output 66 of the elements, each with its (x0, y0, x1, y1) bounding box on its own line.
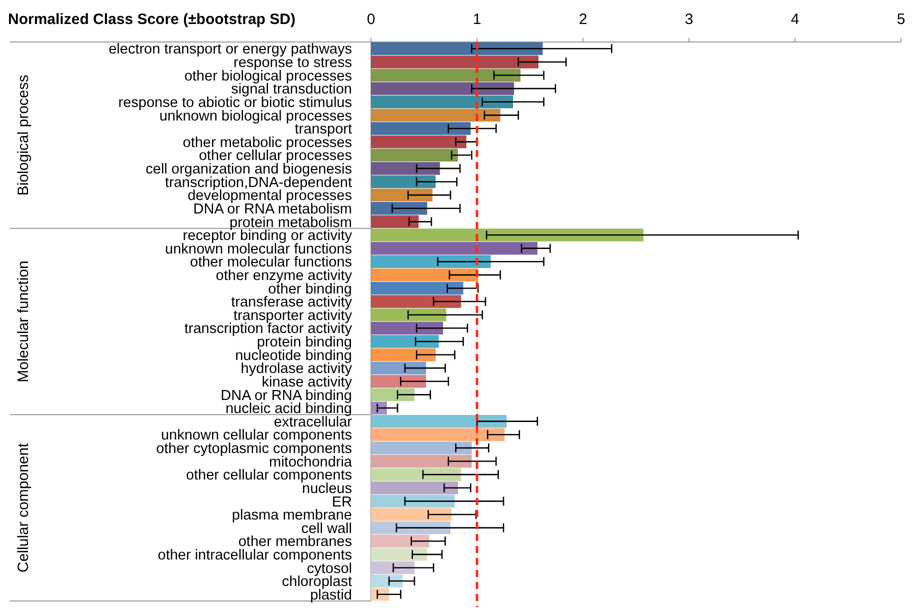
x-tick-label: 5 (896, 11, 906, 28)
x-tick-label: 2 (578, 11, 588, 28)
text: Biological process (15, 74, 32, 196)
bar (371, 56, 538, 68)
bar (371, 348, 436, 362)
bar (371, 494, 455, 508)
bar (371, 255, 491, 268)
bar (371, 534, 430, 548)
bar (371, 282, 464, 295)
bar (371, 215, 419, 228)
y-tick-label: nucleic acid binding (225, 401, 352, 418)
y-tick-label: unknown cellular components (160, 428, 352, 444)
bar (371, 308, 446, 322)
bar (371, 548, 428, 561)
y-tick-label: cytosol (306, 560, 352, 577)
bar (371, 96, 514, 108)
bar (371, 228, 644, 242)
y-tick-label: protein metabolism (230, 214, 352, 231)
bar (371, 242, 538, 255)
bar (371, 108, 500, 122)
y-tick-label: hydrolase activity (240, 361, 353, 378)
bar (371, 335, 439, 348)
y-tick-label: transcription factor activity (184, 321, 353, 338)
bar (371, 375, 426, 388)
bar (371, 148, 458, 162)
bar (371, 362, 426, 374)
y-tick-label: other cytoplasmic components (156, 441, 352, 458)
y-tick-label: chloroplast (282, 574, 352, 590)
bar (371, 175, 436, 188)
bar (371, 508, 452, 521)
x-tick-label: 1 (472, 11, 482, 28)
x-tick-label: 0 (366, 11, 376, 28)
text: Molecular function (15, 260, 32, 382)
bar (371, 122, 471, 135)
bar (371, 468, 462, 481)
bar (371, 188, 432, 202)
bar (371, 82, 514, 95)
bar (371, 574, 403, 588)
y-tick-label: protein binding (256, 334, 352, 351)
x-tick-label: 4 (790, 11, 800, 28)
y-tick-label: unknown biological processes (159, 108, 352, 124)
x-tick-label: 3 (684, 11, 694, 28)
y-tick-label: transferase activity (231, 294, 353, 311)
y-tick-label: ER (332, 494, 352, 510)
text: Cellular component (15, 442, 32, 572)
bar (371, 268, 478, 282)
bar (371, 414, 507, 428)
bar (371, 135, 466, 148)
y-tick-label: receptor binding or activity (182, 228, 353, 244)
y-tick-label: signal transduction (231, 82, 352, 98)
bar (371, 428, 505, 442)
bar (371, 202, 428, 215)
bar (371, 481, 458, 494)
y-tick-label: cell organization and biogenesis (146, 162, 352, 178)
bar (371, 454, 472, 468)
bar (371, 68, 520, 82)
bar (371, 561, 414, 574)
bar (371, 521, 450, 534)
y-tick-label: electron transport or energy pathways (108, 42, 352, 58)
text: Normalized Class Score (±bootstrap SD) (8, 11, 296, 28)
bar (371, 162, 440, 175)
bar (371, 322, 444, 335)
bar (371, 42, 543, 56)
bar (371, 442, 472, 454)
bar (371, 388, 414, 402)
bar (371, 295, 462, 308)
